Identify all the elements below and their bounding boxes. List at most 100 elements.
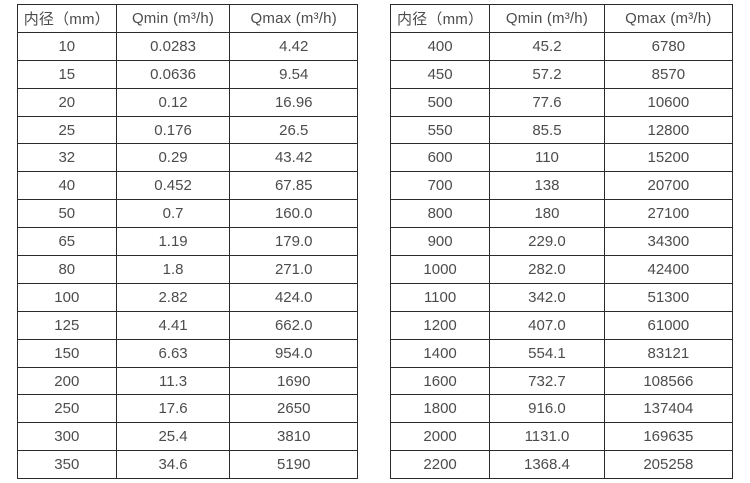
table-row: 20 0.12 16.96 [17, 87, 358, 117]
table-cell: 20700 [603, 171, 734, 201]
table-cell: 40 [17, 171, 117, 201]
table-cell: 10 [17, 31, 117, 61]
table-row: 32 0.29 43.42 [17, 143, 358, 173]
table-row: 900 229.0 34300 [389, 227, 734, 257]
table-cell: 500 [389, 87, 491, 117]
column-header-qmin: Qmin (m³/h) [115, 4, 231, 33]
table-cell: 282.0 [489, 255, 605, 284]
table-cell: 1.8 [115, 255, 231, 284]
table-cell: 0.452 [115, 171, 231, 201]
table-cell: 900 [389, 227, 491, 257]
table-cell: 5190 [229, 450, 358, 480]
table-cell: 15 [17, 59, 117, 89]
table-cell: 1.19 [115, 227, 231, 257]
table-cell: 6.63 [115, 338, 231, 368]
table-cell: 138 [489, 171, 605, 201]
table-cell: 200 [17, 366, 117, 396]
table-row: 65 1.19 179.0 [17, 227, 358, 257]
table-row: 1400 554.1 83121 [389, 338, 734, 368]
table-cell: 1800 [389, 394, 491, 424]
column-header-qmax: Qmax (m³/h) [229, 4, 358, 33]
table-row: 10 0.0283 4.42 [17, 31, 358, 61]
table-cell: 1200 [389, 310, 491, 340]
table-cell: 424.0 [229, 282, 358, 312]
table-cell: 1400 [389, 338, 491, 368]
table-cell: 43.42 [229, 143, 358, 173]
table-cell: 160.0 [229, 199, 358, 229]
table-row: 80 1.8 271.0 [17, 255, 358, 284]
table-cell: 1690 [229, 366, 358, 396]
table-cell: 271.0 [229, 255, 358, 284]
table-cell: 350 [17, 450, 117, 480]
table-cell: 65 [17, 227, 117, 257]
table-cell: 0.29 [115, 143, 231, 173]
table-cell: 700 [389, 171, 491, 201]
table-cell: 61000 [603, 310, 734, 340]
table-cell: 179.0 [229, 227, 358, 257]
table-cell: 34300 [603, 227, 734, 257]
table-cell: 100 [17, 282, 117, 312]
table-cell: 137404 [603, 394, 734, 424]
table-cell: 51300 [603, 282, 734, 312]
table-cell: 27100 [603, 199, 734, 229]
table-cell: 2650 [229, 394, 358, 424]
table-cell: 125 [17, 310, 117, 340]
table-row: 350 34.6 5190 [17, 450, 358, 480]
table-row: 250 17.6 2650 [17, 394, 358, 424]
table-cell: 1368.4 [489, 450, 605, 480]
table-row: 400 45.2 6780 [389, 31, 734, 61]
table-row: 1600 732.7 108566 [389, 366, 734, 396]
table-row: 1000 282.0 42400 [389, 255, 734, 284]
column-header-diameter: 内径（mm） [17, 4, 117, 33]
table-cell: 25 [17, 115, 117, 145]
table-cell: 150 [17, 338, 117, 368]
table-row: 450 57.2 8570 [389, 59, 734, 89]
table-row: 100 2.82 424.0 [17, 282, 358, 312]
table-cell: 800 [389, 199, 491, 229]
table-cell: 32 [17, 143, 117, 173]
table-cell: 8570 [603, 59, 734, 89]
table-cell: 1131.0 [489, 422, 605, 452]
table-row: 1100 342.0 51300 [389, 282, 734, 312]
table-cell: 15200 [603, 143, 734, 173]
table-cell: 83121 [603, 338, 734, 368]
table-cell: 85.5 [489, 115, 605, 145]
table-cell: 17.6 [115, 394, 231, 424]
table-cell: 407.0 [489, 310, 605, 340]
table-cell: 1100 [389, 282, 491, 312]
table-header-row: 内径（mm） Qmin (m³/h) Qmax (m³/h) [17, 4, 358, 33]
table-cell: 229.0 [489, 227, 605, 257]
table-row: 25 0.176 26.5 [17, 115, 358, 145]
table-cell: 3810 [229, 422, 358, 452]
flow-rate-table-small-diameters: 内径（mm） Qmin (m³/h) Qmax (m³/h) 10 0.0283 4… [17, 4, 358, 480]
table-body: 10 0.0283 4.42 15 0.0636 9.54 20 0.12 16.96 25 0.1… [17, 31, 358, 480]
table-cell: 26.5 [229, 115, 358, 145]
table-cell: 12800 [603, 115, 734, 145]
table-cell: 25.4 [115, 422, 231, 452]
table-cell: 42400 [603, 255, 734, 284]
table-cell: 180 [489, 199, 605, 229]
table-row: 50 0.7 160.0 [17, 199, 358, 229]
table-cell: 1600 [389, 366, 491, 396]
table-cell: 954.0 [229, 338, 358, 368]
table-cell: 11.3 [115, 366, 231, 396]
table-cell: 77.6 [489, 87, 605, 117]
table-row: 550 85.5 12800 [389, 115, 734, 145]
table-cell: 0.12 [115, 87, 231, 117]
flow-rate-table-large-diameters: 内径（mm） Qmin (m³/h) Qmax (m³/h) 400 45.2 67… [389, 4, 734, 480]
table-cell: 0.0636 [115, 59, 231, 89]
table-cell: 80 [17, 255, 117, 284]
table-cell: 50 [17, 199, 117, 229]
table-cell: 554.1 [489, 338, 605, 368]
table-row: 150 6.63 954.0 [17, 338, 358, 368]
table-header-row: 内径（mm） Qmin (m³/h) Qmax (m³/h) [389, 4, 734, 33]
table-row: 2000 1131.0 169635 [389, 422, 734, 452]
table-row: 1800 916.0 137404 [389, 394, 734, 424]
table-cell: 2000 [389, 422, 491, 452]
table-cell: 600 [389, 143, 491, 173]
table-cell: 34.6 [115, 450, 231, 480]
table-cell: 9.54 [229, 59, 358, 89]
table-cell: 45.2 [489, 31, 605, 61]
table-cell: 250 [17, 394, 117, 424]
table-body: 400 45.2 6780 450 57.2 8570 500 77.6 10600 550 85.… [389, 31, 734, 480]
